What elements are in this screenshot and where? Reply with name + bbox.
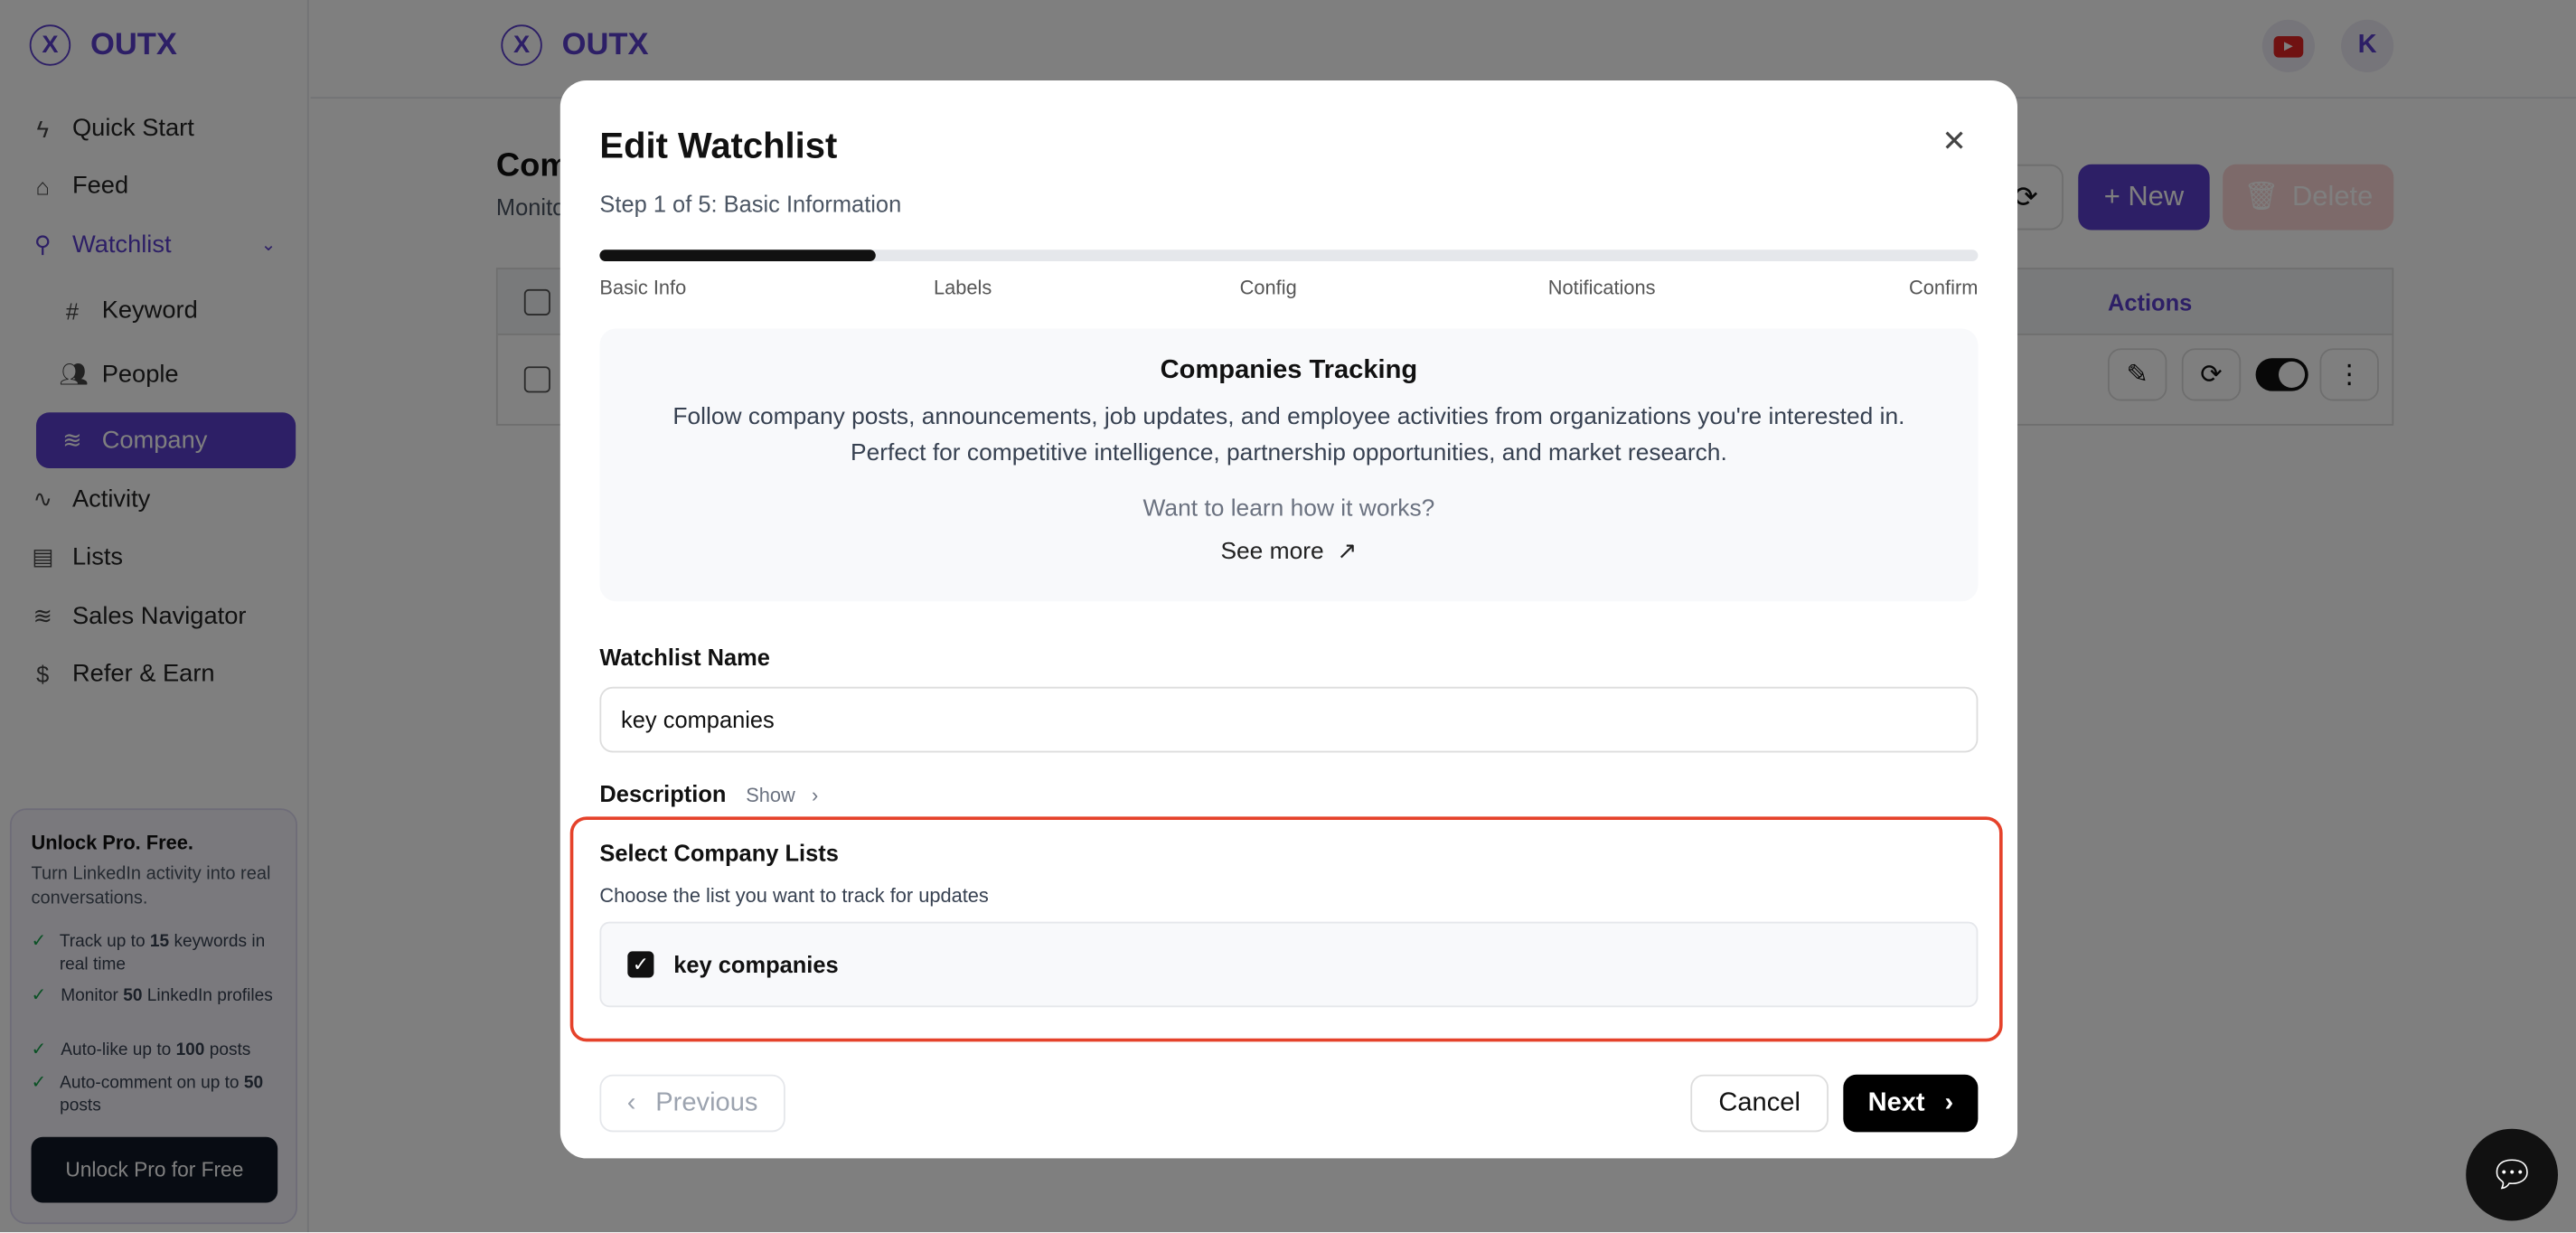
info-panel: Companies Tracking Follow company posts,… xyxy=(599,328,1979,602)
step-notifications: Notifications xyxy=(1547,276,1656,299)
chat-support-button[interactable]: 💬︎ xyxy=(2466,1128,2559,1221)
progress-fill xyxy=(599,249,876,261)
list-item[interactable]: ✓ key companies xyxy=(599,921,1979,1008)
see-more-link[interactable]: See more ↗ xyxy=(1220,539,1358,566)
description-label: Description xyxy=(599,780,727,807)
chevron-left-icon: ‹ xyxy=(626,1088,636,1117)
watchlist-name-input[interactable]: key companies xyxy=(599,686,1979,753)
external-link-icon: ↗ xyxy=(1337,539,1358,566)
lists-title: Select Company Lists xyxy=(599,839,839,866)
lists-subtitle: Choose the list you want to track for up… xyxy=(599,883,989,908)
chat-icon: 💬︎ xyxy=(2488,1153,2535,1195)
description-show-toggle[interactable]: Show › xyxy=(746,783,819,807)
close-icon: ✕ xyxy=(1941,125,1967,158)
close-button[interactable]: ✕ xyxy=(1941,125,1966,159)
progress-bar xyxy=(599,249,1979,261)
step-confirm: Confirm xyxy=(1909,276,1979,299)
list-checkbox[interactable]: ✓ xyxy=(627,951,654,978)
cancel-button[interactable]: Cancel xyxy=(1690,1074,1829,1133)
info-title: Companies Tracking xyxy=(1160,356,1418,385)
list-label: key companies xyxy=(673,951,839,978)
step-config: Config xyxy=(1239,276,1297,299)
info-question: Want to learn how it works? xyxy=(1142,495,1435,522)
step-indicator: Step 1 of 5: Basic Information xyxy=(599,190,902,217)
info-text: Perfect for competitive intelligence, pa… xyxy=(851,440,1727,467)
chevron-right-icon: › xyxy=(1944,1088,1954,1117)
info-text: Follow company posts, announcements, job… xyxy=(672,404,1905,431)
name-label: Watchlist Name xyxy=(599,644,770,671)
next-button[interactable]: Next › xyxy=(1843,1074,1979,1133)
chevron-right-icon: › xyxy=(811,783,819,807)
edit-watchlist-modal: Edit Watchlist ✕ Step 1 of 5: Basic Info… xyxy=(559,80,2018,1159)
step-basic-info: Basic Info xyxy=(599,276,687,299)
step-labels: Labels xyxy=(933,276,992,299)
previous-button[interactable]: ‹ Previous xyxy=(599,1074,785,1133)
highlight-box xyxy=(569,816,2003,1042)
check-icon: ✓ xyxy=(632,953,650,976)
modal-title: Edit Watchlist xyxy=(599,125,838,166)
description-row: Description Show › xyxy=(599,780,818,806)
